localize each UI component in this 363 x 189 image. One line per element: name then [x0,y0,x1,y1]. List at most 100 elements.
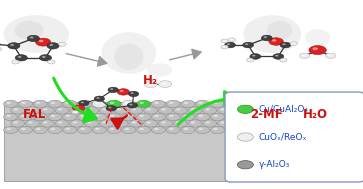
Circle shape [66,128,70,130]
Circle shape [122,100,136,108]
Circle shape [154,128,159,130]
Circle shape [19,113,32,121]
Circle shape [144,120,158,127]
Circle shape [110,88,113,90]
Circle shape [221,39,228,43]
Circle shape [227,43,230,45]
Circle shape [40,55,52,61]
Circle shape [110,128,114,130]
Circle shape [4,126,18,134]
Circle shape [81,102,84,103]
Circle shape [166,100,180,108]
Circle shape [151,100,166,108]
Circle shape [95,115,99,117]
Circle shape [28,108,33,111]
Circle shape [85,120,99,127]
Circle shape [302,54,305,56]
Circle shape [328,54,331,56]
Circle shape [282,43,286,45]
Circle shape [127,103,138,108]
Circle shape [49,61,52,62]
Text: H₂O: H₂O [303,108,328,121]
Circle shape [11,120,25,127]
Ellipse shape [243,15,301,53]
Circle shape [184,115,188,117]
Circle shape [7,115,11,117]
Circle shape [191,108,195,111]
Circle shape [117,89,130,95]
Circle shape [77,113,91,121]
Circle shape [73,105,85,112]
Circle shape [25,120,40,127]
Circle shape [21,102,26,104]
Circle shape [151,113,166,121]
Circle shape [51,115,55,117]
Circle shape [66,102,70,104]
Ellipse shape [15,21,44,40]
Circle shape [223,46,225,47]
Ellipse shape [267,21,292,40]
Circle shape [280,42,291,48]
Circle shape [11,107,25,114]
Ellipse shape [102,32,156,74]
Circle shape [73,111,76,112]
Circle shape [196,126,210,134]
Circle shape [87,121,92,124]
Circle shape [63,100,77,108]
Circle shape [225,42,236,48]
Circle shape [217,107,232,114]
Circle shape [272,39,276,42]
Circle shape [75,106,79,108]
Circle shape [146,121,151,124]
Circle shape [173,107,187,114]
Circle shape [129,120,143,127]
Circle shape [223,40,225,41]
Circle shape [70,120,84,127]
Circle shape [161,108,166,111]
Circle shape [92,113,106,121]
Circle shape [196,100,210,108]
Circle shape [19,100,32,108]
Circle shape [250,54,261,59]
Circle shape [261,35,272,41]
FancyArrowPatch shape [178,92,236,125]
Circle shape [248,59,250,60]
Circle shape [125,128,129,130]
Circle shape [161,121,166,124]
Circle shape [213,115,218,117]
Circle shape [176,121,180,124]
Circle shape [237,105,253,113]
Circle shape [4,100,18,108]
Circle shape [184,102,188,104]
Circle shape [92,100,106,108]
Circle shape [25,107,40,114]
Circle shape [158,120,172,127]
Circle shape [114,120,128,127]
Circle shape [40,120,54,127]
Circle shape [188,120,202,127]
Circle shape [77,100,91,108]
Circle shape [79,101,89,106]
Circle shape [169,102,174,104]
Circle shape [220,108,225,111]
Circle shape [132,121,136,124]
Circle shape [217,120,232,127]
Circle shape [102,108,107,111]
Circle shape [30,36,34,39]
Circle shape [47,43,59,49]
Circle shape [313,47,318,50]
Circle shape [243,42,254,48]
Circle shape [146,108,151,111]
Circle shape [275,55,278,57]
Circle shape [117,108,121,111]
Circle shape [38,40,44,42]
Circle shape [213,128,218,130]
Circle shape [12,60,19,64]
Circle shape [139,115,144,117]
Circle shape [43,121,48,124]
Circle shape [264,36,267,38]
Ellipse shape [305,29,330,46]
Circle shape [273,54,284,59]
Circle shape [21,115,26,117]
Circle shape [136,113,151,121]
